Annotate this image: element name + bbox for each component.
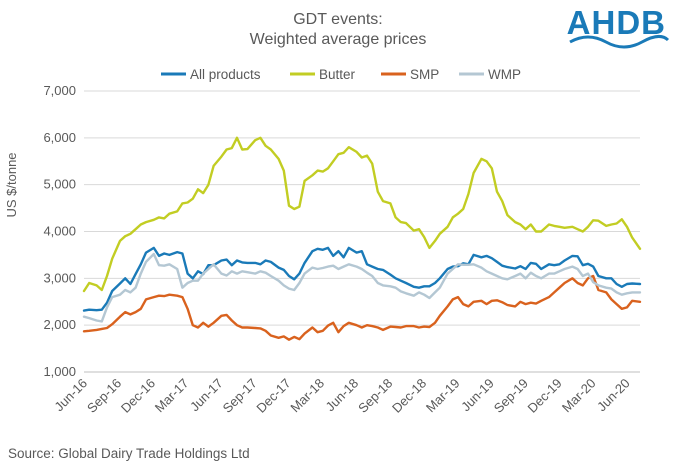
series-line-wmp <box>82 252 642 323</box>
x-tick-label: Mar-17 <box>152 376 192 416</box>
x-tick-label: Dec-19 <box>525 376 565 416</box>
x-tick-label: Dec-16 <box>118 376 158 416</box>
x-tick-label: Jun-16 <box>51 376 90 415</box>
chart-title-line-2: Weighted average prices <box>250 31 427 48</box>
x-tick-label: Mar-20 <box>559 376 599 416</box>
y-tick-label: 1,000 <box>43 364 76 379</box>
y-tick-label: 5,000 <box>43 177 76 192</box>
y-tick-label: 3,000 <box>43 270 76 285</box>
y-tick-label: 4,000 <box>43 224 76 239</box>
chart-title-line-1: GDT events: <box>293 11 383 28</box>
logo-text: AHDB <box>567 4 666 41</box>
x-tick-label: Mar-19 <box>423 376 463 416</box>
chart-grid <box>84 90 640 373</box>
legend-label: All products <box>190 67 261 82</box>
legend-label: Butter <box>319 67 356 82</box>
x-tick-label: Sep-17 <box>220 376 260 416</box>
series-line-smp <box>82 274 642 341</box>
x-tick-label: Dec-17 <box>253 376 293 416</box>
series-line-butter <box>82 136 642 293</box>
x-tick-label: Sep-16 <box>84 376 124 416</box>
x-tick-label: Jun-17 <box>187 376 226 415</box>
source-note: Source: Global Dairy Trade Holdings Ltd <box>8 446 250 461</box>
x-tick-label: Jun-19 <box>458 376 497 415</box>
logo-wave <box>569 35 670 49</box>
series-line-all-products <box>82 246 642 312</box>
ahdb-logo: AHDB <box>567 4 670 49</box>
x-axis-ticks: Jun-16Sep-16Dec-16Mar-17Jun-17Sep-17Dec-… <box>51 376 632 416</box>
y-tick-label: 7,000 <box>43 83 76 98</box>
y-tick-label: 2,000 <box>43 317 76 332</box>
y-tick-label: 6,000 <box>43 130 76 145</box>
y-axis-label: US $/tonne <box>4 152 19 217</box>
x-tick-label: Sep-19 <box>491 376 531 416</box>
x-tick-label: Mar-18 <box>287 376 327 416</box>
legend-label: WMP <box>488 67 521 82</box>
x-tick-label: Dec-18 <box>389 376 429 416</box>
legend-label: SMP <box>410 67 439 82</box>
x-tick-label: Sep-18 <box>355 376 395 416</box>
y-axis-ticks: 1,000 2,000 3,000 4,000 5,000 6,000 7,000 <box>43 83 76 379</box>
chart-series <box>82 136 642 341</box>
x-tick-label: Jun-20 <box>594 376 633 415</box>
chart-legend: All products Butter SMP WMP <box>161 67 521 82</box>
x-tick-label: Jun-18 <box>323 376 362 415</box>
